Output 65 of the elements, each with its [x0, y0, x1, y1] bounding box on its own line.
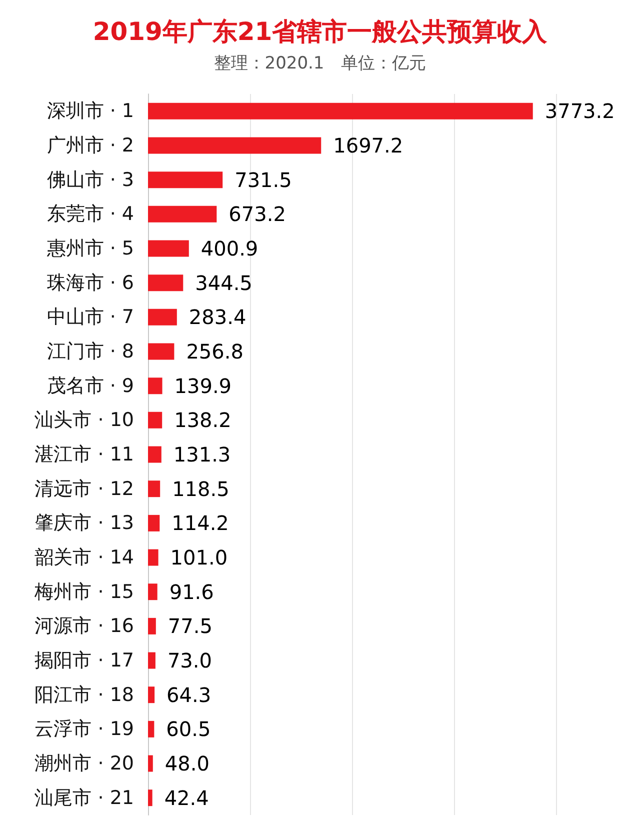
bar [148, 652, 156, 669]
bar [148, 274, 184, 292]
bar [148, 514, 160, 532]
bar [148, 172, 223, 188]
data-label: 400.9 [200, 236, 258, 260]
data-label: 139.9 [174, 374, 232, 398]
data-label: 73.0 [167, 648, 212, 672]
data-label: 731.5 [234, 168, 292, 192]
y-tick-label: 清远市 · 12 [34, 478, 134, 500]
y-tick-label: 汕尾市 · 21 [34, 786, 134, 809]
y-tick-label: 深圳市 · 1 [46, 100, 134, 122]
y-tick-label: 韶关市 · 14 [34, 546, 134, 568]
data-label: 3773.2 [544, 99, 615, 124]
bar [148, 584, 158, 600]
data-label: 131.3 [173, 442, 231, 466]
y-tick-label: 东莞市 · 4 [46, 203, 134, 226]
bar [148, 446, 162, 463]
bar [148, 102, 533, 120]
bar [148, 206, 217, 222]
data-label: 283.4 [188, 305, 246, 330]
bar [148, 549, 158, 566]
bar [148, 378, 162, 394]
y-tick-label: 梅州市 · 15 [34, 580, 134, 603]
y-tick-label: 河源市 · 16 [34, 615, 134, 638]
chart-title: 2019年广东21省辖市一般公共预算收入 [92, 17, 548, 46]
data-label: 64.3 [166, 682, 212, 707]
data-label: 118.5 [172, 476, 230, 501]
data-label: 60.5 [166, 717, 211, 742]
bar [148, 343, 174, 360]
y-tick-label: 江门市 · 8 [46, 340, 134, 362]
y-tick-label: 汕头市 · 10 [34, 409, 134, 432]
bar [148, 755, 153, 772]
bar [148, 137, 322, 154]
y-tick-label: 揭阳市 · 17 [34, 650, 134, 672]
data-label: 1697.2 [333, 134, 404, 158]
y-tick-label: 阳江市 · 18 [34, 684, 134, 706]
bar [148, 412, 162, 428]
data-label: 138.2 [174, 408, 232, 432]
y-tick-label: 中山市 · 7 [46, 306, 134, 328]
data-label: 48.0 [164, 752, 210, 776]
bar [148, 480, 160, 498]
bar [148, 308, 177, 326]
data-label: 77.5 [168, 614, 212, 638]
data-label: 91.6 [169, 580, 214, 604]
data-label: 673.2 [228, 202, 286, 226]
y-tick-label: 珠海市 · 6 [46, 272, 134, 294]
bar [148, 790, 152, 806]
y-tick-label: 惠州市 · 5 [46, 238, 134, 260]
bar [148, 240, 189, 257]
y-tick-label: 湛江市 · 11 [34, 444, 134, 466]
data-label: 114.2 [172, 511, 229, 536]
y-tick-label: 肇庆市 · 13 [34, 512, 134, 534]
data-label: 42.4 [164, 786, 209, 810]
data-label: 344.5 [195, 270, 252, 295]
chart-subtitle: 整理：2020.1 单位：亿元 [214, 54, 426, 74]
y-tick-label: 广州市 · 2 [46, 134, 134, 156]
bar [148, 686, 155, 704]
bar [148, 720, 154, 738]
y-tick-label: 佛山市 · 3 [46, 168, 134, 191]
y-tick-label: 云浮市 · 19 [34, 718, 134, 740]
bar [148, 618, 156, 634]
data-label: 101.0 [170, 546, 228, 570]
y-tick-label: 茂名市 · 9 [46, 374, 134, 397]
y-tick-label: 潮州市 · 20 [34, 752, 134, 774]
data-label: 256.8 [186, 340, 244, 364]
